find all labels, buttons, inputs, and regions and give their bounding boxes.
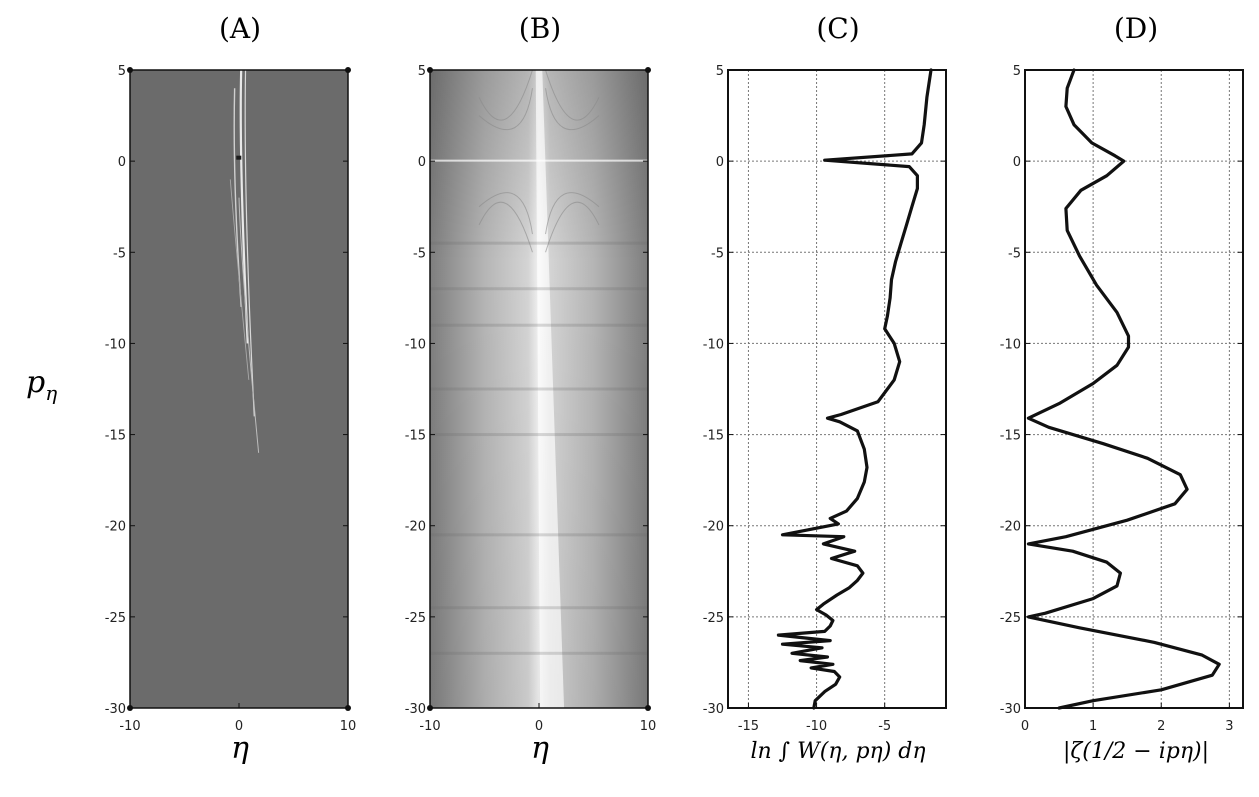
x-tick-label: 1 bbox=[1089, 719, 1097, 734]
panel-title: (B) bbox=[519, 12, 561, 45]
panel-c: (C) 5 0 -5 -10 -15 -20 -25 -30 -15 -10 -5 ln ∫ W(η, … bbox=[703, 12, 947, 764]
heatmap-dark-spot bbox=[236, 155, 242, 160]
x-tick-label: 0 bbox=[535, 719, 543, 734]
y-tick-label: 5 bbox=[1013, 64, 1021, 79]
panel-title: (A) bbox=[219, 12, 261, 45]
y-tick-label: -30 bbox=[405, 702, 426, 717]
heatmap-streak bbox=[229, 179, 250, 380]
heatmap-streak bbox=[244, 69, 255, 417]
y-tick-label: -20 bbox=[703, 520, 724, 535]
heatmap-band bbox=[430, 433, 648, 437]
heatmap-contour bbox=[545, 201, 600, 253]
heatmap-band bbox=[430, 287, 648, 291]
heatmap-contour bbox=[478, 201, 533, 253]
panel-title: (D) bbox=[1114, 12, 1158, 45]
y-tick-label: -10 bbox=[703, 337, 724, 352]
y-tick-label: -20 bbox=[1000, 520, 1021, 535]
heatmap-contour bbox=[478, 88, 533, 131]
x-axis-label: |ζ(1/2 − ipη)| bbox=[1063, 739, 1209, 764]
heatmap-contour bbox=[545, 88, 600, 131]
x-tick-label: 0 bbox=[235, 719, 243, 734]
x-tick-label: 10 bbox=[340, 719, 357, 734]
x-tick-label: -5 bbox=[878, 719, 891, 734]
y-tick-label: -5 bbox=[413, 246, 426, 261]
y-tick-label: -25 bbox=[1000, 611, 1021, 626]
y-tick-label: -10 bbox=[405, 337, 426, 352]
panel-a: (A) 5 0 -5 -10 -15 -20 -25 -30 -10 0 10 η bbox=[105, 12, 357, 766]
plot-background bbox=[1025, 70, 1243, 708]
y-tick-label: -10 bbox=[105, 337, 126, 352]
panel-b: (B) 5 0 -5 -10 -15 -20 -25 -30 -10 0 10 η bbox=[405, 12, 657, 766]
x-tick-label: 2 bbox=[1157, 719, 1165, 734]
x-tick-label: -10 bbox=[419, 719, 440, 734]
y-tick-label: -10 bbox=[1000, 337, 1021, 352]
x-axis-label: ln ∫ W(η, pη) dη bbox=[750, 739, 925, 764]
y-tick-label: -20 bbox=[405, 520, 426, 535]
y-tick-label: 0 bbox=[1013, 155, 1021, 170]
x-tick-label: 10 bbox=[640, 719, 657, 734]
y-tick-label: -15 bbox=[1000, 429, 1021, 444]
heatmap-band bbox=[430, 323, 648, 327]
heatmap-streak bbox=[239, 69, 249, 344]
heatmap-contour bbox=[478, 69, 533, 121]
x-axis-label: η bbox=[231, 731, 249, 766]
heatmap-contour bbox=[478, 192, 533, 235]
x-axis-label: η bbox=[531, 731, 549, 766]
y-tick-label: -5 bbox=[1008, 246, 1021, 261]
heatmap-contour bbox=[545, 192, 600, 235]
y-tick-label: -30 bbox=[703, 702, 724, 717]
heatmap-streak bbox=[238, 197, 260, 453]
heatmap-band bbox=[430, 387, 648, 391]
y-tick-label: 0 bbox=[716, 155, 724, 170]
x-tick-label: -15 bbox=[738, 719, 759, 734]
heatmap-contour bbox=[545, 69, 600, 121]
y-axis-label-subscript: η bbox=[45, 381, 57, 405]
y-tick-label: -25 bbox=[405, 611, 426, 626]
y-tick-label: 5 bbox=[716, 64, 724, 79]
y-axis-label: pη bbox=[26, 365, 57, 405]
heatmap-background bbox=[130, 70, 348, 708]
y-tick-label: -15 bbox=[105, 429, 126, 444]
y-tick-label: -15 bbox=[703, 429, 724, 444]
y-tick-label: -5 bbox=[711, 246, 724, 261]
heatmap-band bbox=[430, 533, 648, 537]
series-line bbox=[776, 68, 933, 710]
x-tick-label: 3 bbox=[1225, 719, 1233, 734]
y-tick-label: -25 bbox=[703, 611, 724, 626]
y-tick-label: -30 bbox=[1000, 702, 1021, 717]
x-tick-label: 0 bbox=[1021, 719, 1029, 734]
x-tick-label: -10 bbox=[119, 719, 140, 734]
y-tick-label: 5 bbox=[418, 64, 426, 79]
plot-background bbox=[728, 70, 946, 708]
heatmap-band bbox=[430, 241, 648, 245]
plot-frame bbox=[1024, 69, 1244, 709]
panel-title: (C) bbox=[816, 12, 859, 45]
y-tick-label: -5 bbox=[113, 246, 126, 261]
plot-frame bbox=[727, 69, 947, 709]
heatmap-bright-wedge bbox=[535, 70, 565, 708]
heatmap-band bbox=[430, 651, 648, 655]
series-line bbox=[1026, 68, 1221, 710]
y-axis-label-text: pη bbox=[26, 365, 57, 405]
y-tick-label: -25 bbox=[105, 611, 126, 626]
panel-d: (D)50-5-10-15-20-25-300 1 2 3|ζ(1/2 − ipη)| bbox=[1000, 12, 1244, 764]
y-tick-label: 0 bbox=[418, 155, 426, 170]
x-tick-label: -10 bbox=[806, 719, 827, 734]
y-tick-label: 0 bbox=[118, 155, 126, 170]
y-tick-label: 5 bbox=[118, 64, 126, 79]
y-tick-label: -20 bbox=[105, 520, 126, 535]
y-tick-label: -15 bbox=[405, 429, 426, 444]
heatmap-band bbox=[430, 606, 648, 610]
y-tick-label: -30 bbox=[105, 702, 126, 717]
heatmap-band bbox=[430, 159, 648, 162]
